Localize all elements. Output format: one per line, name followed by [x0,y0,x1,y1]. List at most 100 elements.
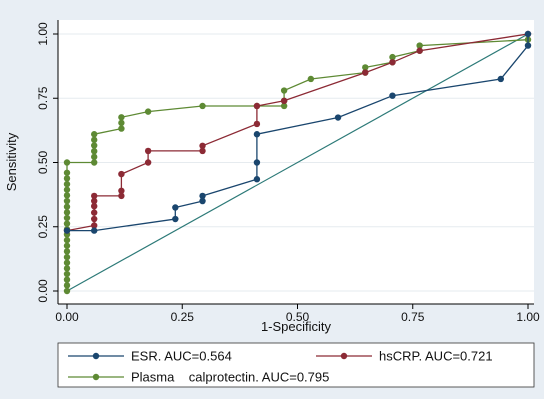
data-point-hscrp [199,142,206,149]
data-point-esr [497,75,505,83]
data-point-plasma-calprotectin [63,209,71,216]
data-point-hscrp [280,97,288,105]
data-point-plasma-calprotectin [280,87,288,94]
data-point-plasma-calprotectin [90,159,98,166]
reference-line [66,33,529,292]
legend-box [57,342,535,388]
data-point-plasma-calprotectin [280,102,288,110]
data-point-plasma-calprotectin [63,276,71,283]
data-point-plasma-calprotectin [63,248,71,255]
legend: ESR. AUC=0.564 hsCRP. AUC=0.721 Plasma cal… [68,349,493,385]
legend-marker [92,352,100,360]
x-tick-label: 1.00 [516,310,540,324]
legend-marker [340,352,348,360]
data-point-plasma-calprotectin [389,53,396,61]
data-point-hscrp [253,120,261,128]
y-tick-label: 0.00 [36,279,50,303]
data-point-hscrp [90,222,98,229]
data-point-plasma-calprotectin [63,282,71,289]
legend-label: ESR. AUC=0.564 [131,349,232,364]
data-point-esr [334,114,342,121]
legend-label: hsCRP. AUC=0.721 [379,349,493,364]
series-esr [63,30,532,234]
legend-label: Plasma calprotectin. AUC=0.795 [131,370,329,385]
data-point-plasma-calprotectin [63,203,71,210]
data-point-plasma-calprotectin [90,142,98,149]
data-point-plasma-calprotectin [63,236,71,244]
data-point-hscrp [253,102,261,110]
data-point-esr [63,227,71,234]
data-point-plasma-calprotectin [63,253,71,261]
legend-item-plasma-calprotectin: Plasma calprotectin. AUC=0.795 [68,370,329,385]
x-tick-label: 0.25 [171,310,195,324]
data-point-plasma-calprotectin [63,287,71,295]
x-axis-title: 1-Specificity [261,319,332,334]
data-point-esr [172,204,179,211]
data-point-hscrp [416,47,423,54]
data-point-plasma-calprotectin [118,114,125,121]
data-point-hscrp [144,147,152,155]
data-point-plasma-calprotectin [63,175,71,182]
data-point-plasma-calprotectin [63,259,71,266]
legend-marker [92,373,100,381]
legend-item-esr: ESR. AUC=0.564 [68,349,232,364]
data-point-plasma-calprotectin [63,220,71,227]
y-tick-label: 0.75 [36,86,50,110]
data-point-plasma-calprotectin [90,131,98,138]
data-point-plasma-calprotectin [63,197,71,205]
legend-item-hscrp: hsCRP. AUC=0.721 [316,349,493,364]
data-point-plasma-calprotectin [199,102,206,110]
data-point-plasma-calprotectin [362,64,369,71]
y-tick-label: 0.50 [36,150,50,174]
data-point-plasma-calprotectin [63,214,71,222]
x-tick-label: 0.75 [401,310,425,324]
roc-series [63,30,532,295]
data-point-esr [524,42,532,49]
data-point-plasma-calprotectin [63,270,71,278]
data-point-plasma-calprotectin [63,180,71,188]
data-point-hscrp [118,170,125,178]
reference-diagonal [66,33,529,292]
data-point-esr [389,92,396,99]
y-tick-label: 0.25 [36,215,50,239]
data-point-plasma-calprotectin [63,242,71,249]
series-hscrp [63,30,532,234]
data-point-plasma-calprotectin [90,153,98,161]
data-point-esr [253,131,261,138]
data-point-plasma-calprotectin [90,147,98,155]
data-point-hscrp [199,147,206,155]
data-point-hscrp [90,197,98,205]
y-axis-title: Sensitivity [4,132,19,191]
x-tick-label: 0.00 [55,310,79,324]
x-tick-label: 0.50 [286,310,310,324]
data-point-esr [199,192,206,200]
y-tick-label: 1.00 [36,22,50,46]
data-point-plasma-calprotectin [307,75,315,83]
ticks: 0.00 0.25 0.50 0.75 1.00 0.00 0.25 0.50 0.75 1.00 [36,22,540,324]
data-point-plasma-calprotectin [63,265,71,272]
data-point-plasma-calprotectin [63,186,71,193]
data-point-plasma-calprotectin [416,42,423,49]
data-point-hscrp [144,159,152,166]
data-point-plasma-calprotectin [144,108,152,115]
data-point-hscrp [118,192,125,200]
data-point-plasma-calprotectin [63,159,71,166]
data-point-esr [172,215,179,223]
data-point-esr [253,176,261,183]
gridlines [58,33,534,292]
data-point-hscrp [90,209,98,216]
data-point-plasma-calprotectin [63,192,71,199]
data-point-plasma-calprotectin [63,169,71,176]
data-point-plasma-calprotectin [90,136,98,144]
data-point-hscrp [90,202,98,210]
data-point-plasma-calprotectin [118,125,125,132]
data-point-esr [199,197,206,205]
data-point-hscrp [389,59,396,66]
data-point-hscrp [362,69,369,76]
data-point-hscrp [118,187,125,194]
data-point-esr [524,30,532,38]
data-point-esr [90,227,98,234]
data-point-hscrp [90,215,98,223]
data-point-hscrp [90,192,98,200]
